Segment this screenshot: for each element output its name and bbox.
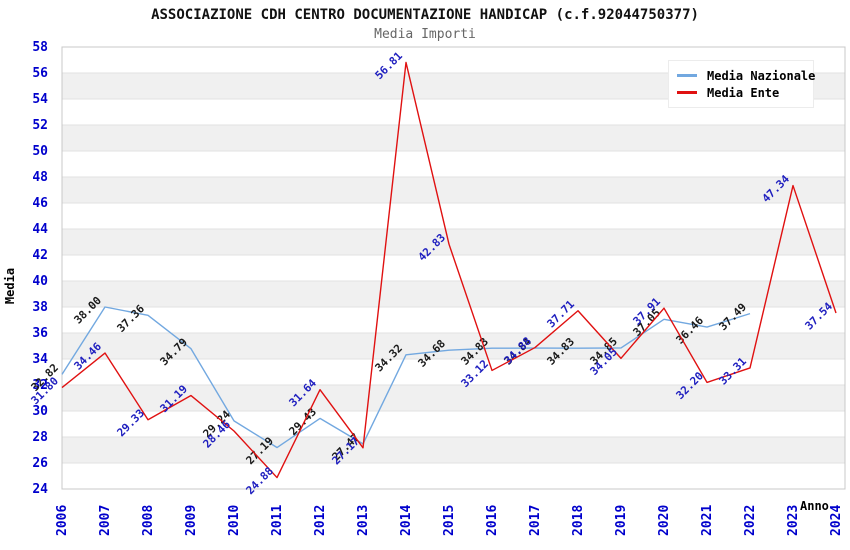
x-tick-label: 2006 — [55, 505, 70, 536]
grid-band — [62, 359, 845, 385]
legend-label-media-nazionale: Media Nazionale — [707, 68, 816, 83]
x-tick-label: 2017 — [528, 505, 543, 536]
x-tick-label: 2024 — [829, 505, 844, 536]
y-tick-label: 52 — [32, 118, 48, 133]
y-tick-label: 48 — [32, 170, 48, 185]
x-tick-label: 2015 — [442, 505, 457, 536]
legend-swatch-media-nazionale — [677, 74, 697, 77]
y-tick-label: 44 — [32, 222, 48, 237]
grid-band — [62, 151, 845, 177]
grid-band — [62, 333, 845, 359]
y-tick-label: 58 — [32, 40, 48, 55]
legend-item-media-nazionale: Media Nazionale — [677, 67, 815, 84]
y-tick-label: 56 — [32, 66, 48, 81]
y-tick-label: 54 — [32, 92, 48, 107]
plot-border — [61, 46, 846, 490]
y-tick-label: 34 — [32, 352, 48, 367]
x-tick-label: 2021 — [700, 505, 715, 536]
series-line-media-nazionale — [61, 306, 751, 449]
y-tick-label: 36 — [32, 326, 48, 341]
grid-band — [62, 229, 845, 255]
y-tick-label: 38 — [32, 300, 48, 315]
x-tick-label: 2020 — [657, 505, 672, 536]
x-tick-label: 2014 — [399, 505, 414, 536]
grid-band — [62, 411, 845, 437]
x-tick-label: 2010 — [227, 505, 242, 536]
grid-band — [62, 463, 845, 489]
series-line-media-ente — [61, 61, 837, 479]
x-tick-label: 2018 — [571, 505, 586, 536]
x-tick-label: 2016 — [485, 505, 500, 536]
grid-band — [62, 437, 845, 463]
y-tick-label: 26 — [32, 456, 48, 471]
grid-band — [62, 125, 845, 151]
y-tick-label: 46 — [32, 196, 48, 211]
x-tick-label: 2013 — [356, 505, 371, 536]
grid-band — [62, 385, 845, 411]
y-tick-label: 40 — [32, 274, 48, 289]
x-axis-label: Anno — [800, 499, 829, 513]
legend-label-media-ente: Media Ente — [707, 85, 780, 100]
y-tick-label: 28 — [32, 430, 48, 445]
x-tick-label: 2012 — [313, 505, 328, 536]
y-tick-label: 24 — [32, 482, 48, 497]
chart-title: ASSOCIAZIONE CDH CENTRO DOCUMENTAZIONE H… — [151, 7, 699, 23]
grid-band — [62, 307, 845, 333]
x-tick-label: 2008 — [141, 505, 156, 536]
legend-swatch-media-ente — [677, 91, 697, 94]
y-tick-label: 42 — [32, 248, 48, 263]
x-tick-label: 2009 — [184, 505, 199, 536]
y-tick-label: 32 — [32, 378, 48, 393]
x-tick-label: 2019 — [614, 505, 629, 536]
chart-subtitle: Media Importi — [374, 27, 476, 42]
y-tick-label: 30 — [32, 404, 48, 419]
legend-item-media-ente: Media Ente — [677, 84, 805, 101]
grid-band — [62, 203, 845, 229]
grid-band — [62, 177, 845, 203]
x-tick-label: 2007 — [98, 505, 113, 536]
x-tick-label: 2022 — [743, 505, 758, 536]
legend: Media Nazionale Media Ente — [668, 60, 815, 108]
grid-band — [62, 281, 845, 307]
x-tick-label: 2011 — [270, 505, 285, 536]
y-axis-label: Media — [3, 268, 17, 304]
y-tick-label: 50 — [32, 144, 48, 159]
x-tick-label: 2023 — [786, 505, 801, 536]
